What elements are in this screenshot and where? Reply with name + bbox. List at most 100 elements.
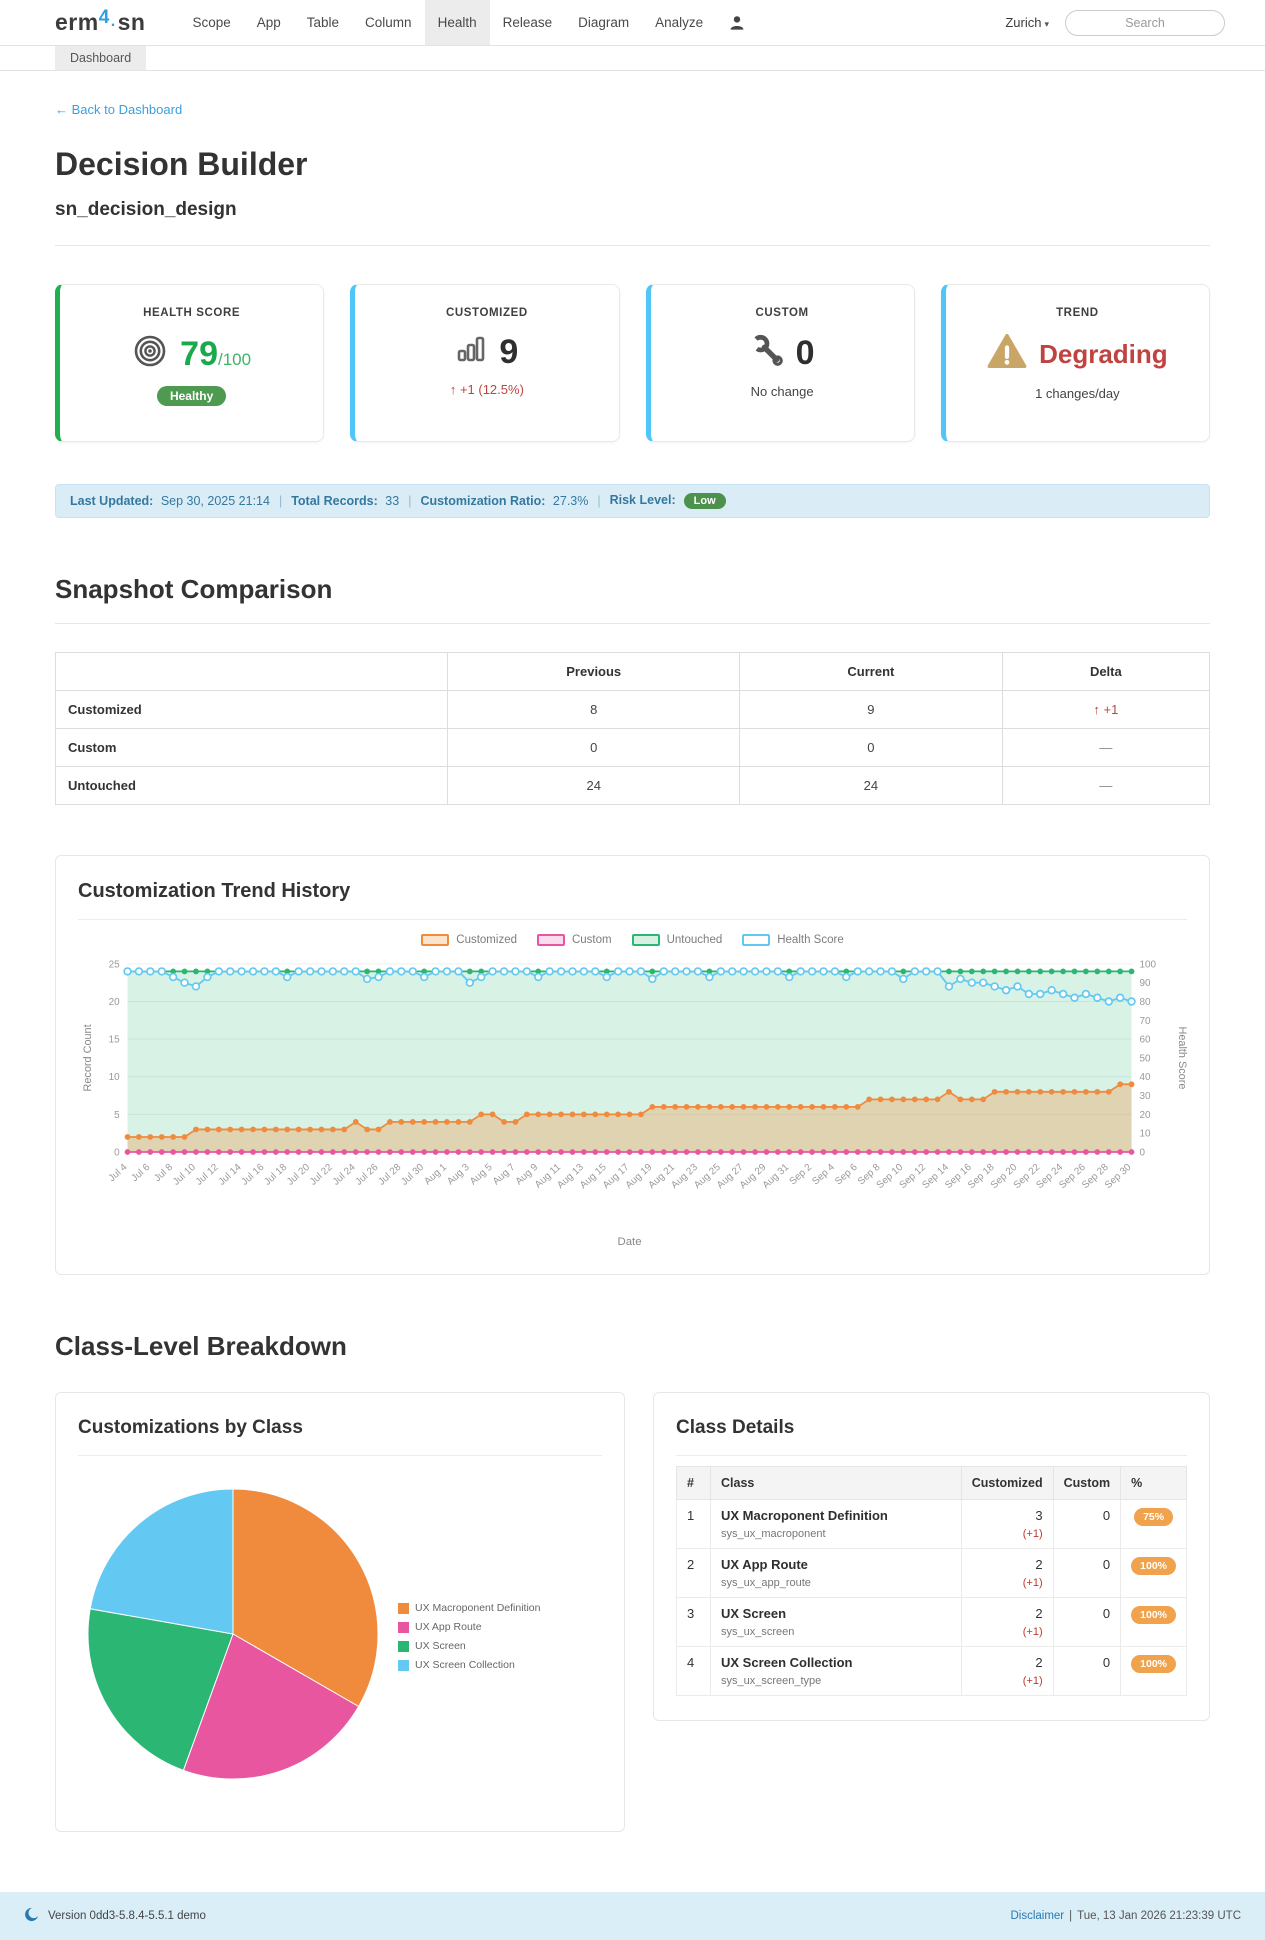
svg-text:Sep 2: Sep 2 — [788, 1162, 815, 1187]
row-label: Untouched — [54, 766, 449, 805]
pie-legend-item: UX Screen Collection — [398, 1659, 540, 1671]
nav-item-scope[interactable]: Scope — [192, 15, 231, 30]
pie-chart — [78, 1466, 398, 1807]
svg-text:Jul 10: Jul 10 — [171, 1162, 198, 1188]
svg-text:Aug 1: Aug 1 — [422, 1162, 449, 1188]
nav-item-app[interactable]: App — [256, 15, 281, 30]
user-icon[interactable] — [716, 0, 758, 45]
snapshot-comparison-table: Previous Current Delta Customized 8 9 ↑ +1 Cus… — [54, 652, 1211, 805]
pie-legend-swatch — [398, 1640, 409, 1652]
nav-item-table[interactable]: Table — [306, 15, 340, 30]
cell-delta: — — [1001, 766, 1211, 805]
delta-value: — — [1099, 778, 1113, 793]
svg-text:0: 0 — [114, 1147, 120, 1158]
nav-item-health[interactable]: Health — [424, 0, 490, 45]
svg-text:90: 90 — [1139, 978, 1151, 989]
svg-text:Aug 3: Aug 3 — [445, 1162, 472, 1188]
svg-text:100: 100 — [1139, 959, 1156, 970]
legend-item-custom[interactable]: Custom — [536, 934, 612, 946]
app-logo[interactable]: erm 4 · sn — [55, 0, 145, 45]
column-header: Custom — [1052, 1466, 1122, 1501]
card-label: CUSTOM — [755, 307, 809, 319]
legend-item-untouched[interactable]: Untouched — [631, 934, 722, 946]
separator: | — [278, 494, 283, 508]
customized-delta: (+1) — [1022, 1577, 1043, 1590]
nav-item-column[interactable]: Column — [365, 15, 412, 30]
class-name: UX Screen Collection — [721, 1655, 853, 1671]
info-value: 27.3% — [549, 494, 589, 508]
svg-text:Jul 14: Jul 14 — [217, 1162, 244, 1188]
region-selector[interactable]: Zurich ▾ — [1005, 15, 1049, 30]
logo-text-post: sn — [117, 9, 146, 35]
logo-text-4: 4 — [98, 6, 110, 28]
back-to-dashboard-link[interactable]: ← Back to Dashboard — [55, 102, 183, 117]
card-value-row: 9 — [371, 333, 602, 370]
cell-class: UX Screen Collection sys_ux_screen_type — [710, 1646, 962, 1697]
svg-text:Aug 7: Aug 7 — [491, 1162, 518, 1187]
card-subtext: ↑ +1 (12.5%) — [371, 382, 602, 397]
class-name: UX App Route — [721, 1557, 808, 1573]
pie-chart-svg — [87, 1488, 379, 1780]
legend-label: Customized — [456, 934, 517, 946]
card-value-row: 0 — [667, 333, 898, 372]
separator: | — [597, 494, 601, 508]
svg-text:10: 10 — [1139, 1129, 1151, 1140]
svg-text:15: 15 — [109, 1035, 121, 1046]
status-badge: Healthy — [156, 386, 227, 406]
class-sys-name: sys_ux_macroponent — [721, 1528, 826, 1541]
divider — [78, 919, 1187, 920]
card-value-suffix: /100 — [217, 349, 252, 369]
table-row: Customized 8 9 ↑ +1 — [54, 690, 1211, 729]
svg-text:Sep 4: Sep 4 — [810, 1162, 837, 1188]
card-value-row: 79/100 — [76, 333, 307, 374]
wrench-icon — [750, 333, 784, 372]
cell-percent: 75% — [1120, 1499, 1187, 1550]
pie-legend-label: UX Macroponent Definition — [415, 1602, 541, 1615]
tab-dashboard[interactable]: Dashboard — [55, 46, 147, 70]
svg-text:25: 25 — [109, 959, 121, 970]
cell-custom: 0 — [1052, 1548, 1122, 1599]
card-value: 9 — [499, 332, 519, 371]
svg-text:20: 20 — [1139, 1110, 1151, 1121]
search-input[interactable] — [1065, 9, 1225, 36]
disclaimer-link[interactable]: Disclaimer — [1010, 1910, 1065, 1922]
legend-item-customized[interactable]: Customized — [421, 934, 517, 946]
svg-text:Jul 26: Jul 26 — [354, 1162, 381, 1188]
divider — [55, 623, 1210, 624]
cell-customized: 2 (+1) — [960, 1548, 1054, 1599]
pie-slice — [87, 1608, 234, 1771]
column-header — [54, 652, 449, 691]
svg-text:60: 60 — [1139, 1035, 1151, 1046]
cell-index: 4 — [676, 1646, 711, 1697]
table-row: 1 UX Macroponent Definition sys_ux_macropo… — [676, 1499, 1187, 1550]
cell-previous: 24 — [447, 766, 741, 805]
page-title: Decision Builder — [55, 146, 308, 182]
cell-custom: 0 — [1052, 1646, 1122, 1697]
pie-legend-item: UX Screen — [398, 1640, 540, 1652]
chevron-down-icon: ▾ — [1044, 19, 1049, 29]
summary-card-health-score: HEALTH SCORE 79/100 Healthy — [55, 284, 325, 442]
column-header: Delta — [1001, 652, 1211, 691]
class-sys-name: sys_ux_screen_type — [721, 1675, 822, 1688]
info-segment: Risk Level: Low — [610, 493, 726, 509]
svg-text:Jul 6: Jul 6 — [129, 1162, 152, 1184]
card-subtext: No change — [667, 384, 898, 399]
cell-customized: 3 (+1) — [960, 1499, 1054, 1550]
svg-text:80: 80 — [1139, 997, 1151, 1008]
nav-item-release[interactable]: Release — [502, 15, 553, 30]
info-bar: Last Updated: Sep 30, 2025 21:14 | Total R… — [55, 484, 1210, 518]
region-label: Zurich — [1005, 15, 1042, 30]
cell-percent: 100% — [1120, 1548, 1187, 1599]
column-header: Current — [739, 652, 1003, 691]
cell-custom: 0 — [1052, 1597, 1122, 1648]
svg-text:Jul 28: Jul 28 — [376, 1162, 403, 1188]
nav-item-diagram[interactable]: Diagram — [578, 15, 630, 30]
pie-chart-card: Customizations by Class UX Macroponent D… — [55, 1392, 625, 1833]
cell-custom: 0 — [1052, 1499, 1122, 1550]
main-content: ← Back to Dashboard Decision Builder sn_… — [54, 71, 1211, 1833]
class-details-title: Class Details — [676, 1417, 795, 1439]
table-row: 2 UX App Route sys_ux_app_route 2 (+1) 0 100% — [676, 1548, 1187, 1599]
nav-item-analyze[interactable]: Analyze — [655, 15, 704, 30]
pie-legend-swatch — [398, 1659, 409, 1671]
legend-item-health-score[interactable]: Health Score — [742, 934, 844, 946]
